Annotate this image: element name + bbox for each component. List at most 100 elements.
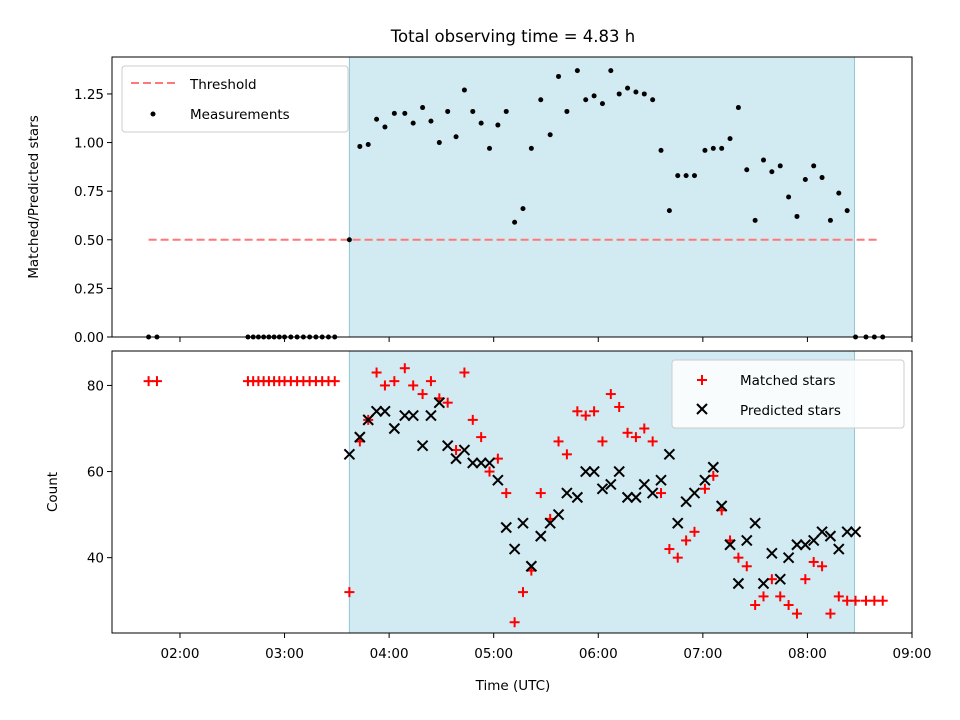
predicted-star-point	[517, 517, 529, 529]
predicted-star-point	[688, 487, 701, 499]
predicted-star-point	[379, 405, 391, 417]
predicted-star-point	[561, 487, 573, 499]
measurement-point	[625, 85, 631, 91]
matched-star-point	[877, 595, 888, 606]
measurement-point	[819, 175, 825, 181]
predicted-star-point	[807, 534, 820, 547]
predicted-star-point	[433, 396, 446, 409]
y-tick-label: 1.25	[74, 87, 104, 103]
matched-star-point	[850, 595, 861, 606]
predicted-star-point	[571, 491, 584, 504]
matched-star-point	[775, 591, 786, 602]
predicted-star-point	[370, 405, 383, 417]
count-y-axis-label: Count	[45, 472, 61, 512]
y-tick-label: 40	[87, 551, 104, 567]
measurement-point	[402, 110, 408, 116]
count-panel: 40 60 80 02:00 03:00 04:00 05:00 06:00 07:00 08:…	[45, 350, 931, 694]
matched-star-point	[664, 544, 675, 555]
count-plot-frame	[111, 350, 913, 634]
predicted-star-point	[467, 457, 479, 469]
y-tick-label: 60	[87, 465, 104, 481]
legend-threshold-label: Threshold	[189, 77, 257, 93]
predicted-star-point	[824, 530, 837, 542]
measurement-point	[650, 97, 656, 103]
matched-star-point	[614, 401, 625, 412]
measurement-point	[591, 93, 597, 99]
measurement-point	[794, 213, 800, 219]
predicted-star-point	[508, 543, 521, 555]
legend-predicted-swatch	[696, 403, 708, 415]
measurement-point	[495, 122, 501, 128]
measurement-point	[574, 68, 580, 74]
measurement-point	[487, 145, 493, 151]
predicted-star-point	[707, 461, 720, 473]
measurement-point	[683, 173, 689, 179]
predicted-star-point	[741, 534, 753, 547]
matched-star-point	[842, 595, 853, 606]
predicted-star-point	[500, 521, 512, 534]
measurement-point	[827, 217, 833, 223]
matched-star-point	[417, 389, 428, 400]
y-tick-label: 1.00	[74, 136, 104, 152]
legend-measurements-label: Measurements	[190, 107, 290, 123]
matched-star-point	[517, 587, 528, 598]
predicted-star-point	[782, 551, 795, 564]
y-tick-label: 0.50	[74, 233, 104, 249]
predicted-star-point	[621, 491, 634, 504]
matched-star-point	[860, 595, 871, 606]
predicted-star-point	[833, 543, 845, 555]
predicted-star-point	[749, 517, 761, 529]
predicted-star-point	[475, 457, 487, 469]
predicted-star-point	[849, 526, 862, 538]
x-tick-label: 03:00	[265, 646, 304, 662]
matched-star-point	[733, 552, 744, 563]
matched-star-point	[501, 488, 512, 499]
count-y-ticks: 40 60 80	[87, 378, 112, 567]
measurement-point	[702, 147, 708, 153]
legend-measurements-swatch	[150, 111, 156, 117]
measurement-point	[666, 208, 672, 214]
predicted-star-point	[492, 474, 504, 486]
predicted-star-point	[816, 526, 828, 538]
matched-star-point	[561, 449, 572, 460]
legend-matched-label: Matched stars	[740, 373, 836, 389]
predicted-star-point	[841, 526, 853, 538]
matched-star-point	[442, 397, 453, 408]
predicted-star-point	[399, 409, 411, 422]
ratio-legend: Threshold Measurements	[121, 65, 349, 133]
measurement-point	[346, 237, 352, 243]
ratio-plot-frame	[111, 56, 913, 338]
predicted-star-point	[544, 517, 556, 529]
x-tick-label: 08:00	[788, 646, 827, 662]
predicted-star-point	[613, 465, 625, 478]
matched-star-point	[869, 595, 880, 606]
matched-star-point	[467, 414, 478, 425]
predicted-star-point	[799, 539, 812, 551]
predicted-star-point	[343, 448, 356, 461]
measurement-point	[658, 147, 664, 153]
predicted-star-point	[663, 448, 676, 461]
matched-star-point	[572, 406, 583, 417]
measurement-point	[811, 163, 817, 169]
matched-star-point	[639, 423, 650, 434]
x-tick-label: 06:00	[579, 646, 618, 662]
matched-star-point	[817, 561, 828, 572]
matched-star-point	[408, 380, 419, 391]
measurement-point	[503, 108, 509, 114]
measurement-point	[641, 91, 647, 97]
measurement-point	[391, 110, 397, 116]
matched-star-point	[425, 376, 436, 387]
predicted-star-point	[596, 483, 609, 495]
measurement-point	[470, 108, 476, 114]
measurement-point	[675, 173, 681, 179]
predicted-star-point	[450, 452, 462, 465]
y-tick-label: 0.00	[74, 330, 104, 346]
measurement-point	[633, 89, 639, 95]
matched-star-point	[791, 608, 802, 619]
matched-star-point	[344, 587, 355, 598]
measurement-point	[374, 116, 380, 122]
measurement-point	[556, 73, 562, 79]
x-tick-label: 07:00	[683, 646, 722, 662]
matched-star-point	[647, 436, 658, 447]
y-tick-label: 0.75	[74, 184, 104, 200]
